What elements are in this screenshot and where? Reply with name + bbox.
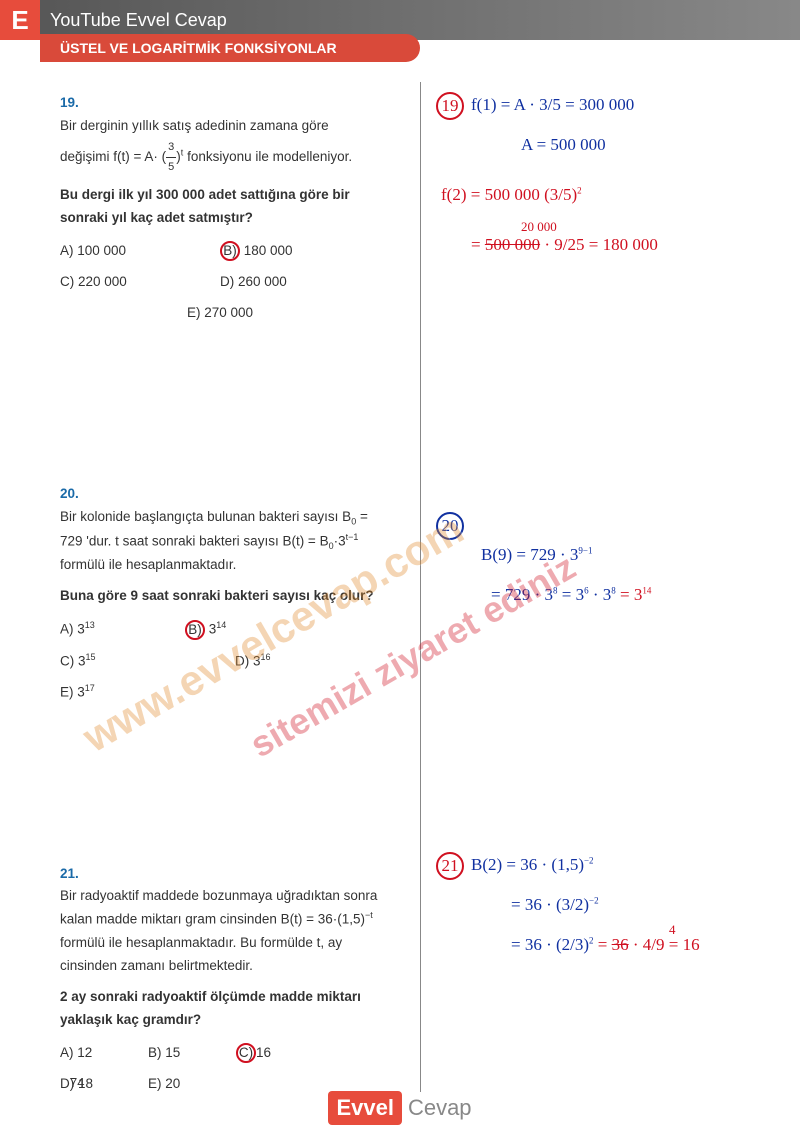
question-text: Bir kolonide başlangıçta bulunan bakteri… [60, 509, 351, 524]
option-a: A) 313 [60, 618, 155, 641]
question-20: 20. Bir kolonide başlangıçta bulunan bak… [60, 483, 405, 713]
option-c: C) 220 000 [60, 271, 190, 294]
option-d: D) 260 000 [220, 271, 350, 294]
option-a: A) 100 000 [60, 240, 190, 263]
youtube-label: YouTube Evvel Cevap [50, 10, 227, 31]
option-d: D) 316 [235, 650, 330, 673]
section-header: ÜSTEL VE LOGARİTMİK FONKSİYONLAR [40, 34, 420, 62]
questions-column: 19. Bir derginin yıllık satış adedinin z… [60, 82, 420, 1092]
question-text: ·3 [334, 533, 346, 548]
option-b: B) 180 000 [220, 240, 350, 263]
option-b: B) 15 [148, 1042, 206, 1065]
hw-19-circ: 19 [436, 92, 464, 120]
question-text: formülü ile hesaplanmaktadır. [60, 557, 236, 572]
hw-21-cancel4: 4 [669, 920, 676, 940]
options: A) 313 B) 314 C) 315 D) 316 E) 317 [60, 618, 380, 712]
page-content: 19. Bir derginin yıllık satış adedinin z… [0, 62, 800, 1092]
hw-19-l2: A = 500 000 [521, 132, 606, 158]
question-number: 21. [60, 863, 86, 886]
hw-20-l2: = 729 · 38 = 36 · 38 = 314 [491, 582, 651, 608]
frac-num: 3 [166, 138, 176, 158]
question-21: 21. Bir radyoaktif maddede bozunmaya uğr… [60, 863, 405, 1104]
hw-19-l3: f(2) = 500 000 (3/5)2 [441, 182, 582, 208]
question-bold: 2 ay sonraki radyoaktif ölçümde madde mi… [60, 986, 380, 1032]
question-text: Bir radyoaktif maddede bozunmaya uğradık… [60, 888, 377, 926]
footer-logo: Evvel Cevap [0, 1086, 800, 1130]
option-e: E) 270 000 [60, 302, 380, 325]
option-b: B) 314 [185, 618, 280, 641]
question-text: fonksiyonu ile modelleniyor. [187, 149, 352, 164]
question-19: 19. Bir derginin yıllık satış adedinin z… [60, 92, 405, 333]
hw-19-l4b: = 500 000 · 9/25 = 180 000 [471, 232, 658, 258]
solutions-column: 19 f(1) = A · 3/5 = 300 000 A = 500 000 … [420, 82, 760, 1092]
hw-20-circ: 20 [436, 512, 464, 540]
logo-badge: E [0, 0, 40, 40]
question-number: 20. [60, 483, 86, 506]
question-bold: Bu dergi ilk yıl 300 000 adet sattığına … [60, 184, 380, 230]
question-bold: Buna göre 9 saat sonraki bakteri sayısı … [60, 585, 380, 608]
option-e: E) 317 [60, 681, 155, 704]
question-number: 19. [60, 92, 86, 115]
question-text: formülü ile hesaplanmaktadır. Bu formüld… [60, 935, 342, 973]
hw-21-l2: = 36 · (3/2)−2 [511, 892, 599, 918]
option-c: C)16 [236, 1042, 294, 1065]
footer-cevap: Cevap [408, 1095, 472, 1121]
hw-19-l1: f(1) = A · 3/5 = 300 000 [471, 92, 634, 118]
hw-21-circ: 21 [436, 852, 464, 880]
option-c: C) 315 [60, 650, 155, 673]
hw-20-l1: B(9) = 729 · 39−1 [481, 542, 593, 568]
hw-21-l1: B(2) = 36 · (1,5)−2 [471, 852, 594, 878]
footer-evvel: Evvel [328, 1091, 402, 1125]
options: A) 100 000 B) 180 000 C) 220 000 D) 260 … [60, 240, 380, 333]
option-a: A) 12 [60, 1042, 118, 1065]
frac-den: 5 [166, 158, 176, 177]
